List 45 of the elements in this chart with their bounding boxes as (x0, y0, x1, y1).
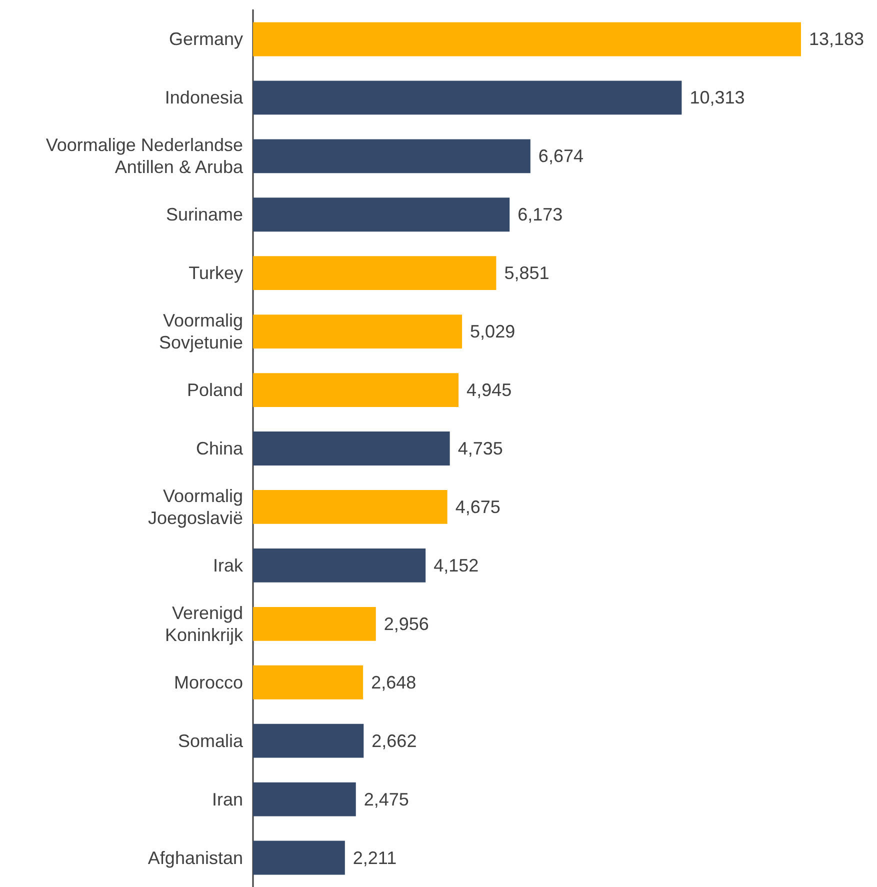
data-label: 5,851 (504, 263, 550, 284)
data-label: 4,735 (458, 438, 503, 458)
data-label: 6,173 (518, 204, 563, 225)
y-tick-label: Germany (168, 29, 243, 50)
y-tick-label: Verenigd Koninkrijk (164, 602, 244, 645)
y-tick-label: Voormalige Nederlandse Antillen & Aruba (46, 135, 244, 178)
bar (253, 80, 682, 115)
y-tick-label: Voormalig Joegoslavië (148, 486, 243, 528)
data-label: 2,956 (384, 614, 429, 634)
data-label: 4,945 (466, 380, 512, 400)
y-tick-label: Turkey (188, 263, 243, 284)
bar (253, 490, 448, 524)
bar (253, 548, 426, 582)
bar (253, 256, 496, 290)
bar (253, 782, 356, 816)
y-tick-label: Iran (212, 789, 243, 810)
bar (253, 139, 530, 174)
bar (253, 840, 345, 875)
data-label: 2,648 (371, 672, 416, 692)
bar (253, 606, 376, 641)
data-label: 2,662 (372, 730, 417, 751)
y-tick-label: Suriname (166, 204, 243, 225)
data-label: 5,029 (470, 322, 516, 342)
y-tick-label: Morocco (174, 672, 243, 692)
y-tick-label: Indonesia (164, 88, 244, 108)
bar (253, 22, 801, 56)
data-label: 6,674 (538, 146, 584, 166)
bar (253, 665, 364, 700)
data-label: 4,152 (434, 555, 479, 576)
bar (253, 198, 510, 232)
y-tick-label: Poland (186, 380, 243, 400)
bar (253, 314, 462, 349)
bar (253, 432, 450, 466)
data-label: 13,183 (809, 29, 864, 50)
y-tick-label: China (196, 438, 244, 458)
y-tick-label: Voormalig Sovjetunie (158, 310, 243, 353)
data-label: 4,675 (455, 496, 500, 517)
y-tick-label: Somalia (178, 730, 244, 751)
bar (253, 724, 364, 758)
bar (253, 373, 459, 407)
data-label: 10,313 (690, 88, 745, 108)
data-label: 2,475 (364, 789, 409, 810)
y-tick-label: Irak (212, 555, 244, 576)
y-tick-label: Afghanistan (148, 848, 243, 868)
data-label: 2,211 (352, 848, 397, 868)
